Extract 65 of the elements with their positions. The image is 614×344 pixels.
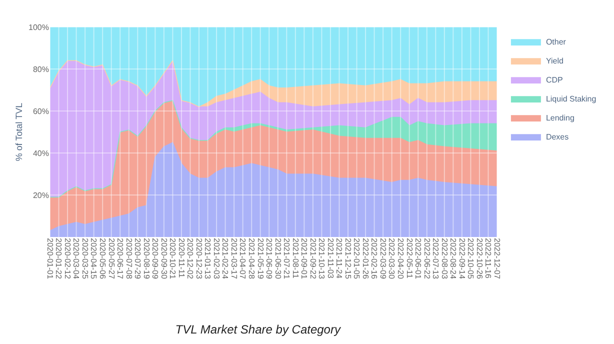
legend-label: Lending (546, 114, 574, 123)
x-tick-label: 2021-12-15 (343, 238, 352, 280)
y-tick-label: 40% (32, 148, 49, 158)
x-tick-label: 2021-01-13 (203, 238, 212, 280)
text: TVL Market Share by Category (175, 322, 342, 337)
x-tick-label: 2020-02-12 (62, 238, 72, 280)
x-tick-label: 2021-10-13 (317, 238, 326, 280)
x-tick-label: 2022-09-14 (457, 238, 466, 280)
x-tick-label: 2021-09-22 (308, 238, 318, 280)
y-tick-label: 20% (32, 190, 49, 200)
x-tick-label: 2020-09-09 (150, 238, 160, 280)
x-tick-label: 2022-07-13 (431, 238, 440, 280)
x-tick-label: 2020-03-25 (80, 238, 90, 280)
x-tick-label: 2020-05-27 (106, 238, 116, 280)
x-tick-label: 2021-02-24 (220, 238, 230, 280)
x-tick-label: 2020-04-15 (89, 238, 98, 280)
y-tick-label: 80% (32, 64, 49, 74)
x-tick-label: 2020-10-21 (168, 238, 178, 280)
x-tick-label: 2022-01-05 (352, 238, 362, 280)
x-tick-label: 2022-12-07 (492, 238, 502, 280)
x-tick-label: 2021-04-28 (246, 238, 256, 280)
x-tick-label: 2022-05-11 (404, 238, 414, 279)
x-tick-label: 2022-03-09 (378, 238, 388, 280)
y-tick-label: 60% (32, 106, 49, 116)
x-tick-label: 2020-12-02 (186, 238, 195, 280)
y-axis-title: % of Total TVL (14, 102, 24, 162)
x-tick-label: 2020-11-11 (176, 238, 186, 278)
x-tick-label: 2021-06-09 (264, 238, 274, 280)
x-tick-label: 2022-11-16 (484, 238, 493, 279)
x-tick-label: 2021-05-19 (256, 238, 265, 280)
x-tick-label: 2021-03-17 (229, 238, 238, 280)
x-tick-label: 2022-06-01 (414, 238, 423, 280)
x-tick-label: 2021-06-30 (273, 238, 282, 280)
x-tick-label: 2020-01-01 (45, 238, 54, 280)
x-tick-label: 2020-09-30 (159, 238, 168, 280)
x-tick-label: 2022-08-24 (448, 238, 458, 280)
x-tick-label: 2020-06-17 (116, 238, 125, 280)
y-tick-label: 100% (28, 22, 49, 32)
x-tick-label: 2020-07-08 (124, 238, 134, 280)
x-tick-label: 2020-05-06 (98, 238, 107, 280)
legend-label: Yield (546, 56, 564, 66)
x-tick-label: 2021-09-01 (300, 238, 309, 280)
x-tick-label: 2021-02-03 (212, 238, 221, 280)
x-tick-label: 2022-03-30 (387, 238, 396, 280)
x-tick-label: 2022-08-03 (440, 238, 449, 280)
x-tick-label: 2022-10-26 (474, 238, 484, 280)
legend-label: Other (546, 38, 566, 47)
x-tick-label: 2020-01-22 (54, 238, 64, 280)
x-tick-label: 2022-06-22 (422, 238, 432, 280)
x-tick-label: 2020-08-19 (142, 238, 151, 280)
x-tick-label: 2020-12-23 (194, 238, 204, 280)
x-tick-label: 2020-07-29 (133, 238, 142, 280)
x-tick-label: 2022-01-26 (360, 238, 370, 280)
legend-label: Dexes (546, 132, 569, 142)
x-tick-label: 2021-07-21 (282, 238, 292, 280)
x-tick-label: 2022-02-16 (370, 238, 379, 280)
x-tick-label: 2021-04-07 (238, 238, 248, 280)
x-tick-label: 2022-04-20 (396, 238, 405, 280)
x-tick-label: 2021-08-11 (290, 238, 300, 279)
legend-label: CDP (546, 76, 563, 85)
x-tick-label: 2021-11-24 (334, 238, 344, 279)
x-tick-label: 2020-03-04 (72, 238, 81, 280)
x-tick-label: 2022-10-05 (466, 238, 476, 280)
legend-label: Liquid Staking (546, 94, 596, 104)
x-tick-label: 2021-11-03 (326, 238, 335, 279)
